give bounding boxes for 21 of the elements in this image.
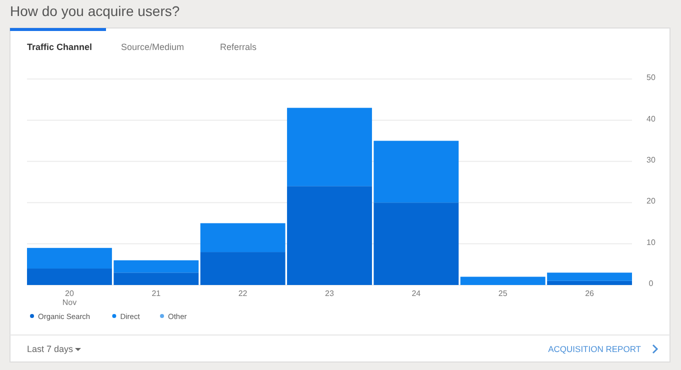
x-tick-label: 21	[152, 289, 162, 298]
y-tick-label: 40	[646, 114, 656, 124]
text: Traffic Channel	[27, 42, 92, 52]
x-tick-label: 23	[325, 289, 334, 298]
source-note: Source/Medium	[121, 42, 184, 52]
text: Referrals	[220, 42, 258, 52]
y-tick-label: 50	[646, 73, 656, 82]
y-tick-label: 10	[646, 238, 656, 247]
x-tick-label: 25	[498, 289, 508, 298]
x-tick-label: 24	[412, 289, 422, 298]
x-tick-label: 26	[585, 289, 595, 298]
y-tick-label: 0	[648, 279, 654, 288]
x-tick-label: 22	[238, 289, 248, 298]
chart-title: How do you acquire users?	[10, 3, 180, 19]
y-tick-label: 30	[646, 156, 656, 165]
text: ACQUISITION REPORT	[548, 344, 641, 354]
bar	[200, 223, 286, 252]
x-tick-label: 20 Nov	[62, 289, 77, 307]
y-tick-label: 20	[646, 196, 656, 206]
bar	[547, 280, 632, 285]
text: Last 7 days	[27, 344, 74, 354]
